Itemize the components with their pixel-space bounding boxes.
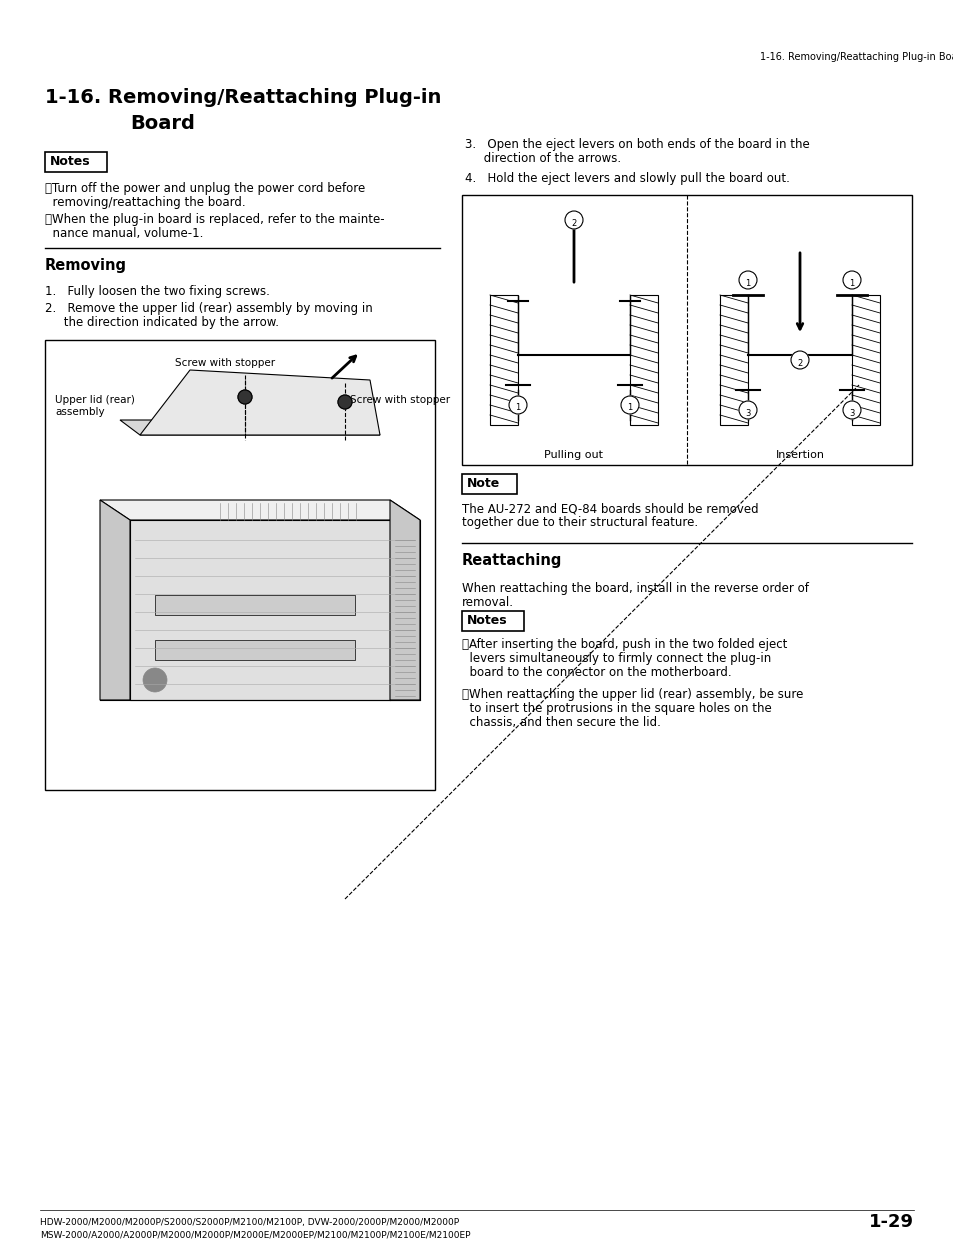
Text: The AU-272 and EQ-84 boards should be removed: The AU-272 and EQ-84 boards should be re… xyxy=(461,503,758,515)
Text: Screw with stopper: Screw with stopper xyxy=(350,396,450,406)
Circle shape xyxy=(143,668,167,692)
Text: Screw with stopper: Screw with stopper xyxy=(174,358,274,368)
Circle shape xyxy=(337,396,352,409)
Text: nance manual, volume-1.: nance manual, volume-1. xyxy=(45,226,203,240)
Polygon shape xyxy=(100,500,419,520)
Bar xyxy=(851,295,879,425)
Text: Note: Note xyxy=(467,476,499,490)
Text: together due to their structural feature.: together due to their structural feature… xyxy=(461,516,698,529)
Circle shape xyxy=(842,271,861,289)
Text: ・After inserting the board, push in the two folded eject: ・After inserting the board, push in the … xyxy=(461,638,786,651)
Text: Notes: Notes xyxy=(467,615,507,627)
Bar xyxy=(629,295,658,425)
Bar xyxy=(461,474,517,494)
Text: 1-29: 1-29 xyxy=(868,1213,913,1232)
Text: board to the connector on the motherboard.: board to the connector on the motherboar… xyxy=(461,666,731,679)
Text: 3.   Open the eject levers on both ends of the board in the: 3. Open the eject levers on both ends of… xyxy=(464,138,809,151)
Text: to insert the protrusions in the square holes on the: to insert the protrusions in the square … xyxy=(461,702,771,715)
Bar xyxy=(154,595,355,615)
Polygon shape xyxy=(100,500,130,700)
Text: ・Turn off the power and unplug the power cord before: ・Turn off the power and unplug the power… xyxy=(45,182,365,195)
Text: chassis, and then secure the lid.: chassis, and then secure the lid. xyxy=(461,717,660,729)
Text: Board: Board xyxy=(130,114,194,133)
Bar xyxy=(720,295,747,425)
Text: 1: 1 xyxy=(515,403,520,413)
Text: When reattaching the board, install in the reverse order of: When reattaching the board, install in t… xyxy=(461,582,808,595)
Bar xyxy=(461,611,523,631)
Circle shape xyxy=(739,401,757,419)
Text: ・When the plug-in board is replaced, refer to the mainte-: ・When the plug-in board is replaced, ref… xyxy=(45,213,384,226)
Text: 1.   Fully loosen the two fixing screws.: 1. Fully loosen the two fixing screws. xyxy=(45,285,270,299)
Text: direction of the arrows.: direction of the arrows. xyxy=(464,152,620,165)
Text: Reattaching: Reattaching xyxy=(461,554,561,569)
Text: removing/reattaching the board.: removing/reattaching the board. xyxy=(45,197,245,209)
Text: removal.: removal. xyxy=(461,596,514,610)
Bar xyxy=(45,340,435,790)
Text: 1: 1 xyxy=(744,279,750,287)
Text: HDW-2000/M2000/M2000P/S2000/S2000P/M2100/M2100P, DVW-2000/2000P/M2000/M2000P: HDW-2000/M2000/M2000P/S2000/S2000P/M2100… xyxy=(40,1218,458,1227)
Circle shape xyxy=(509,396,526,414)
Text: 2: 2 xyxy=(797,358,801,367)
Text: Insertion: Insertion xyxy=(775,450,823,460)
Text: Pulling out: Pulling out xyxy=(544,450,603,460)
Text: the direction indicated by the arrow.: the direction indicated by the arrow. xyxy=(45,316,278,328)
Text: 1: 1 xyxy=(848,279,854,287)
Text: levers simultaneously to firmly connect the plug-in: levers simultaneously to firmly connect … xyxy=(461,652,770,666)
Text: 3: 3 xyxy=(744,408,750,418)
Bar xyxy=(154,639,355,661)
Circle shape xyxy=(237,391,252,404)
Text: Removing: Removing xyxy=(45,258,127,272)
Text: 2.   Remove the upper lid (rear) assembly by moving in: 2. Remove the upper lid (rear) assembly … xyxy=(45,302,373,315)
Text: MSW-2000/A2000/A2000P/M2000/M2000P/M2000E/M2000EP/M2100/M2100P/M2100E/M2100EP: MSW-2000/A2000/A2000P/M2000/M2000P/M2000… xyxy=(40,1230,470,1239)
Circle shape xyxy=(620,396,639,414)
Polygon shape xyxy=(140,369,379,435)
Text: 1-16. Removing/Reattaching Plug-in Board: 1-16. Removing/Reattaching Plug-in Board xyxy=(760,52,953,62)
Text: 2: 2 xyxy=(571,219,576,228)
Text: 1: 1 xyxy=(627,403,632,413)
Bar xyxy=(45,152,107,172)
Polygon shape xyxy=(130,520,419,700)
Text: 4.   Hold the eject levers and slowly pull the board out.: 4. Hold the eject levers and slowly pull… xyxy=(464,172,789,185)
Circle shape xyxy=(790,351,808,369)
Text: 1-16. Removing/Reattaching Plug-in: 1-16. Removing/Reattaching Plug-in xyxy=(45,88,441,107)
Polygon shape xyxy=(390,500,419,700)
Circle shape xyxy=(842,401,861,419)
Circle shape xyxy=(564,211,582,229)
Bar xyxy=(490,295,517,425)
Bar xyxy=(461,195,911,465)
Circle shape xyxy=(739,271,757,289)
Text: Upper lid (rear)
assembly: Upper lid (rear) assembly xyxy=(55,396,134,417)
Polygon shape xyxy=(120,420,379,435)
Text: ・When reattaching the upper lid (rear) assembly, be sure: ・When reattaching the upper lid (rear) a… xyxy=(461,688,802,702)
Text: Notes: Notes xyxy=(50,156,91,168)
Text: 3: 3 xyxy=(848,408,854,418)
